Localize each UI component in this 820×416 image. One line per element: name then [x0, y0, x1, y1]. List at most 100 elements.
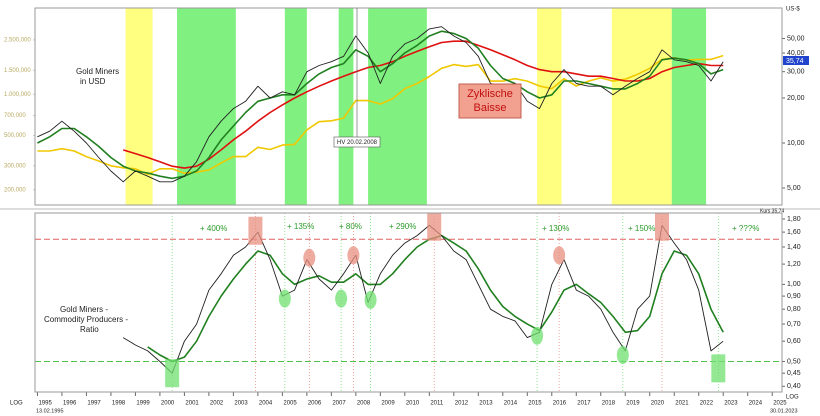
- x-tick-label: 2024: [749, 401, 763, 407]
- event-label: HV 20.02.2008: [337, 140, 378, 146]
- start-date: 13.02.1995: [36, 408, 64, 414]
- end-date: 30.01.2023: [770, 408, 798, 414]
- y2-tick-label: 1.500,000: [4, 68, 31, 74]
- marker: [165, 359, 180, 388]
- y-tick-label: 40,00: [787, 50, 805, 57]
- x-tick-label: 2013: [479, 401, 493, 407]
- panel-title: in USD: [80, 77, 106, 86]
- price-tag-box: [783, 56, 809, 65]
- x-tick-label: 1995: [38, 401, 52, 407]
- y2-tick-label: 700,000: [4, 113, 26, 119]
- y-tick-label: 10,00: [787, 140, 805, 147]
- band: [368, 8, 427, 205]
- x-tick-label: 2015: [528, 401, 542, 407]
- y2-tick-label: 500,000: [4, 133, 26, 139]
- y-tick-label: 0,40: [787, 383, 801, 390]
- band: [537, 8, 562, 205]
- x-tick-label: 2006: [308, 401, 322, 407]
- x-tick-label: 2009: [381, 401, 395, 407]
- scale-note: LOG: [786, 395, 799, 401]
- y-tick-label: 0,90: [787, 293, 801, 300]
- y-tick-label: 0,50: [787, 358, 801, 365]
- price-label: Kurs 35,74: [760, 208, 784, 214]
- scale-note: LOG: [10, 401, 23, 407]
- marker: [616, 345, 629, 364]
- series-line: [37, 30, 724, 180]
- series-line: [37, 54, 724, 176]
- x-tick-label: 2019: [626, 401, 640, 407]
- y-tick-label: 0,45: [787, 370, 801, 377]
- gain-label: + 290%: [389, 222, 416, 231]
- x-tick-label: 2005: [283, 401, 297, 407]
- y-tick-label: 1,40: [787, 244, 801, 251]
- marker: [303, 248, 316, 267]
- panel-title: Ratio: [80, 325, 99, 334]
- x-tick-label: 2012: [455, 401, 469, 407]
- price-tag: 35,74: [786, 58, 804, 65]
- x-tick-label: 1998: [112, 401, 126, 407]
- y-tick-label: 5,00: [787, 185, 801, 192]
- gain-label: + 150%: [628, 224, 655, 233]
- y-tick-label: 20,00: [787, 95, 805, 102]
- gain-label: + ???%: [732, 224, 759, 233]
- marker: [364, 290, 377, 309]
- marker: [335, 289, 348, 308]
- y-tick-label: 1,00: [787, 281, 801, 288]
- series-line: [37, 26, 724, 183]
- callout: Zyklische: [467, 88, 513, 100]
- x-tick-label: 2003: [234, 401, 248, 407]
- band: [284, 8, 307, 205]
- x-tick-label: 2017: [577, 401, 591, 407]
- y-tick-label: 30,00: [787, 69, 805, 76]
- marker: [711, 354, 726, 383]
- x-tick-label: 2010: [406, 401, 420, 407]
- x-tick-label: 2008: [357, 401, 371, 407]
- y-tick-label: 0,80: [787, 306, 801, 313]
- marker: [427, 212, 442, 241]
- panel-title: Gold Miners: [76, 67, 119, 76]
- band: [125, 8, 153, 205]
- y-tick-label: 1,80: [787, 216, 801, 223]
- x-tick-label: 2022: [700, 401, 714, 407]
- gain-label: + 400%: [200, 224, 227, 233]
- panel-title: Commodity Producers -: [44, 315, 128, 324]
- y-tick-label: 1,20: [787, 261, 801, 268]
- x-tick-label: 2023: [724, 401, 738, 407]
- y2-tick-label: 300,000: [4, 163, 26, 169]
- marker: [278, 289, 291, 308]
- y2-tick-label: 1.000,000: [4, 92, 31, 98]
- x-tick-label: 2016: [553, 401, 567, 407]
- callout: Baisse: [473, 102, 506, 114]
- band: [611, 8, 672, 205]
- x-tick-label: 2018: [602, 401, 616, 407]
- x-tick-label: 2004: [259, 401, 273, 407]
- y-tick-label: 50,00: [787, 35, 805, 42]
- y-tick-label: 0,60: [787, 338, 801, 345]
- gain-label: + 130%: [542, 224, 569, 233]
- marker: [654, 212, 669, 241]
- x-tick-label: 2007: [332, 401, 346, 407]
- x-tick-label: 2011: [430, 401, 444, 407]
- currency-label: US-$: [786, 7, 800, 13]
- y2-tick-label: 2.500,000: [4, 37, 31, 43]
- marker: [531, 326, 544, 345]
- callout-box: [458, 83, 522, 119]
- x-tick-label: 2001: [185, 401, 199, 407]
- gain-label: + 135%: [287, 222, 314, 231]
- x-tick-label: 1997: [87, 401, 101, 407]
- x-tick-label: 2021: [675, 401, 689, 407]
- x-tick-label: 2020: [651, 401, 665, 407]
- marker: [248, 216, 263, 245]
- band: [671, 8, 707, 205]
- x-tick-label: 1996: [63, 401, 77, 407]
- x-tick-label: 2014: [504, 401, 518, 407]
- gain-label: + 80%: [339, 222, 362, 231]
- marker: [347, 246, 360, 265]
- marker: [553, 246, 566, 265]
- bands-layer: [125, 8, 707, 205]
- top-frame: [34, 7, 783, 206]
- x-tick-label: 1999: [136, 401, 150, 407]
- panel-title: Gold Miners -: [60, 305, 108, 314]
